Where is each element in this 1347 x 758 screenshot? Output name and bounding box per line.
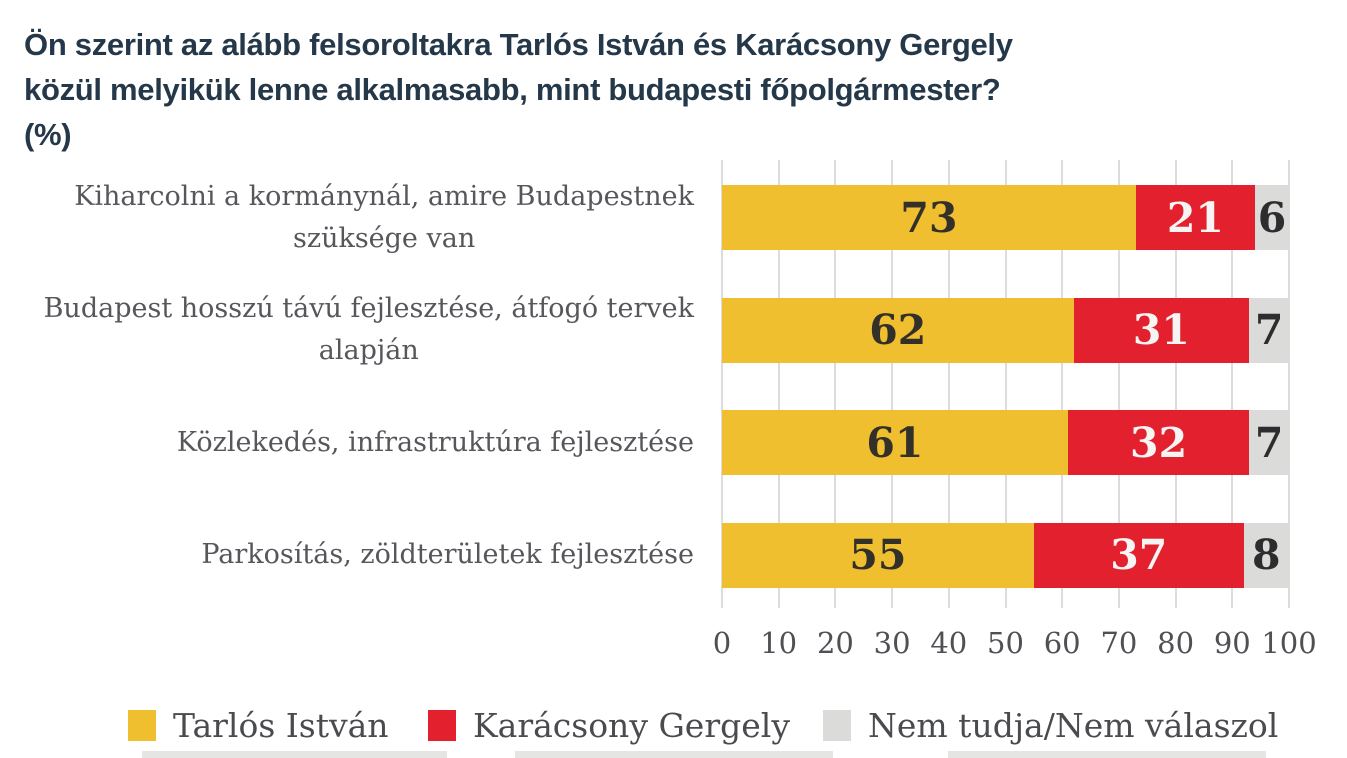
bar-value: 7 bbox=[1254, 418, 1284, 467]
bar-segment-nem-tudja: 7 bbox=[1249, 297, 1289, 363]
bar-segment-tarlos: 61 bbox=[722, 410, 1068, 475]
x-tick-label: 90 bbox=[1213, 626, 1251, 660]
gridline bbox=[721, 160, 723, 608]
gridline bbox=[891, 160, 894, 608]
category-label-line: Közlekedés, infrastruktúra fejlesztése bbox=[176, 426, 694, 458]
gridline bbox=[1061, 160, 1064, 608]
bar-segment-karacsony: 21 bbox=[1135, 185, 1255, 250]
legend-item: Nem tudja/Nem válaszol bbox=[823, 706, 1278, 745]
category-label-line: Budapest hosszú távú fejlesztése, átfogó… bbox=[43, 293, 694, 324]
gridline bbox=[1117, 160, 1120, 608]
bar-value: 62 bbox=[869, 306, 927, 354]
bar-value: 32 bbox=[1130, 418, 1188, 467]
cropped-artifact bbox=[142, 751, 447, 758]
gridline bbox=[1231, 160, 1234, 608]
category-label: Kiharcolni a kormánynál, amire Budapestn… bbox=[74, 176, 694, 260]
x-tick-label: 10 bbox=[760, 626, 798, 660]
bar-segment-nem-tudja: 7 bbox=[1249, 410, 1289, 475]
bar-segment-karacsony: 31 bbox=[1073, 297, 1250, 363]
chart-title-line-2: közül melyikük lenne alkalmasabb, mint b… bbox=[24, 72, 1001, 107]
bar-value: 73 bbox=[900, 193, 958, 242]
bar-value: 6 bbox=[1257, 193, 1287, 242]
x-tick-label: 100 bbox=[1261, 626, 1317, 660]
gridline bbox=[834, 160, 837, 608]
x-tick-label: 20 bbox=[816, 626, 854, 660]
category-label-line: alapján bbox=[318, 335, 419, 366]
gridline bbox=[1174, 160, 1177, 608]
chart-title-line-3: (%) bbox=[24, 117, 72, 152]
category-label: Közlekedés, infrastruktúra fejlesztése bbox=[177, 422, 694, 464]
category-label: Budapest hosszú távú fejlesztése, átfogó… bbox=[44, 288, 694, 372]
bar-value: 55 bbox=[849, 531, 907, 579]
category-label-line: szüksége van bbox=[292, 222, 476, 254]
bar-segment-nem-tudja: 6 bbox=[1254, 185, 1289, 250]
bar-value: 61 bbox=[866, 418, 924, 467]
gridline bbox=[777, 160, 780, 608]
bar-segment-tarlos: 62 bbox=[722, 297, 1074, 363]
bar-row: 73 21 6 bbox=[722, 185, 1289, 250]
legend-swatch bbox=[128, 710, 156, 741]
bar-row: 61 32 7 bbox=[722, 410, 1289, 475]
bar-value: 37 bbox=[1110, 531, 1168, 579]
gridline bbox=[1004, 160, 1007, 608]
bar-segment-karacsony: 32 bbox=[1067, 410, 1250, 475]
chart-title-line-1: Ön szerint az alább felsoroltakra Tarlós… bbox=[24, 27, 1013, 62]
legend-swatch bbox=[428, 710, 456, 741]
legend-label: Tarlós István bbox=[173, 706, 389, 745]
bar-value: 31 bbox=[1132, 306, 1190, 354]
bar-segment-nem-tudja: 8 bbox=[1243, 522, 1289, 588]
x-tick-label: 70 bbox=[1100, 626, 1138, 660]
x-tick-label: 40 bbox=[930, 626, 968, 660]
bar-value: 8 bbox=[1252, 531, 1281, 579]
category-label-line: Kiharcolni a kormánynál, amire Budapestn… bbox=[74, 180, 694, 212]
category-label: Parkosítás, zöldterületek fejlesztése bbox=[201, 534, 694, 576]
legend-item: Karácsony Gergely bbox=[428, 706, 790, 745]
bar-segment-tarlos: 73 bbox=[722, 185, 1136, 250]
cropped-artifact bbox=[948, 751, 1266, 758]
legend-swatch bbox=[823, 710, 851, 741]
legend-item: Tarlós István bbox=[128, 706, 389, 745]
category-label-line: Parkosítás, zöldterületek fejlesztése bbox=[201, 539, 694, 570]
x-tick-label: 30 bbox=[873, 626, 911, 660]
legend-label: Nem tudja/Nem válaszol bbox=[868, 706, 1279, 745]
x-tick-label: 50 bbox=[987, 626, 1024, 660]
bar-value: 21 bbox=[1166, 193, 1224, 242]
x-tick-label: 60 bbox=[1043, 626, 1081, 660]
x-tick-label: 0 bbox=[712, 626, 732, 660]
bar-segment-tarlos: 55 bbox=[722, 522, 1034, 588]
gridline bbox=[1288, 160, 1290, 608]
chart-title: Ön szerint az alább felsoroltakra Tarlós… bbox=[24, 22, 1013, 157]
cropped-artifact bbox=[515, 751, 833, 758]
bar-value: 7 bbox=[1254, 306, 1284, 354]
legend-label: Karácsony Gergely bbox=[473, 706, 790, 745]
gridline bbox=[947, 160, 950, 608]
bar-row: 55 37 8 bbox=[722, 522, 1289, 588]
bar-row: 62 31 7 bbox=[722, 297, 1289, 363]
bar-segment-karacsony: 37 bbox=[1033, 522, 1244, 588]
x-tick-label: 80 bbox=[1157, 626, 1195, 660]
